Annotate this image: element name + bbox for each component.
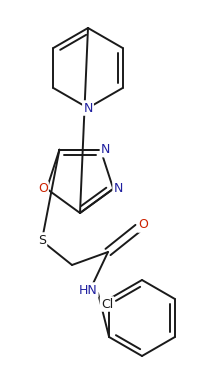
Text: O: O bbox=[138, 218, 148, 231]
Text: N: N bbox=[83, 101, 93, 114]
Text: HN: HN bbox=[79, 283, 97, 296]
Text: N: N bbox=[101, 143, 110, 156]
Text: Cl: Cl bbox=[101, 298, 113, 310]
Text: O: O bbox=[38, 182, 48, 195]
Text: S: S bbox=[38, 233, 46, 247]
Text: N: N bbox=[114, 182, 123, 195]
